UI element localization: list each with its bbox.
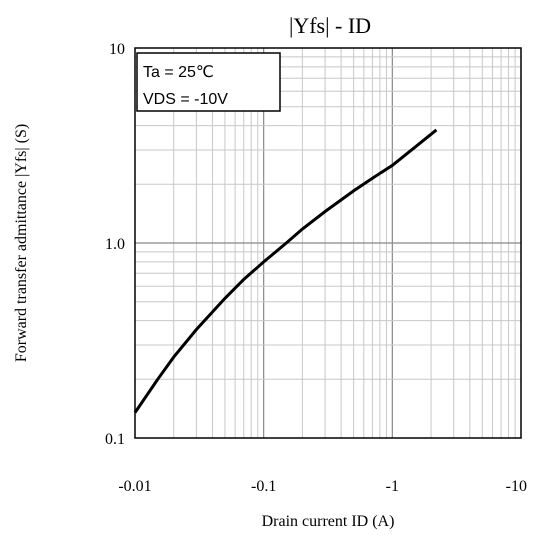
y-axis-label: Forward transfer admittance |Yfs| (S) — [13, 124, 30, 362]
y-tick-label: 10 — [109, 41, 125, 58]
plot-frame — [134, 47, 522, 439]
x-tick-labels: -0.01 -0.1 -1 -10 — [118, 478, 527, 495]
condition-vds: VDS = -10V — [143, 91, 228, 108]
chart-title: |Yfs| - ID — [289, 13, 371, 38]
series-line — [133, 128, 438, 414]
condition-box: Ta = 25℃ VDS = -10V — [136, 52, 281, 112]
x-tick-label: -0.01 — [118, 478, 151, 495]
y-tick-labels: 0.1 1.0 10 — [105, 41, 125, 448]
grid — [135, 48, 521, 438]
y-tick-label: 0.1 — [105, 431, 125, 448]
y-tick-label: 1.0 — [105, 236, 125, 253]
x-tick-label: -0.1 — [251, 478, 276, 495]
condition-box-frame — [136, 52, 281, 112]
x-tick-label: -10 — [506, 478, 527, 495]
x-tick-label: -1 — [386, 478, 399, 495]
condition-ta: Ta = 25℃ — [143, 64, 214, 81]
x-axis-label: Drain current ID (A) — [262, 513, 395, 530]
